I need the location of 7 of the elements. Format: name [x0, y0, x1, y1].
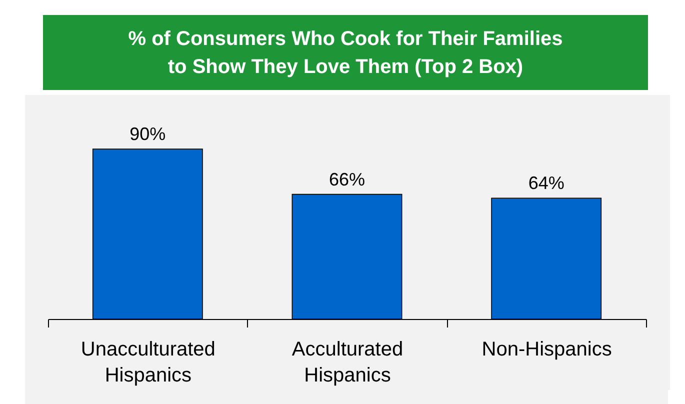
data-label: 66% — [328, 169, 366, 190]
chart-title: % of Consumers Who Cook for Their Families to Show They Love Them (Top 2 Box) — [43, 15, 648, 90]
data-label: 90% — [130, 124, 166, 144]
x-tick-label: Non-Hispanics — [482, 338, 612, 360]
x-tick-label: Acculturated Hispanics — [292, 338, 404, 386]
data-label: 64% — [528, 173, 564, 194]
x-tick-label: Unacculturated Hispanics — [80, 338, 216, 386]
